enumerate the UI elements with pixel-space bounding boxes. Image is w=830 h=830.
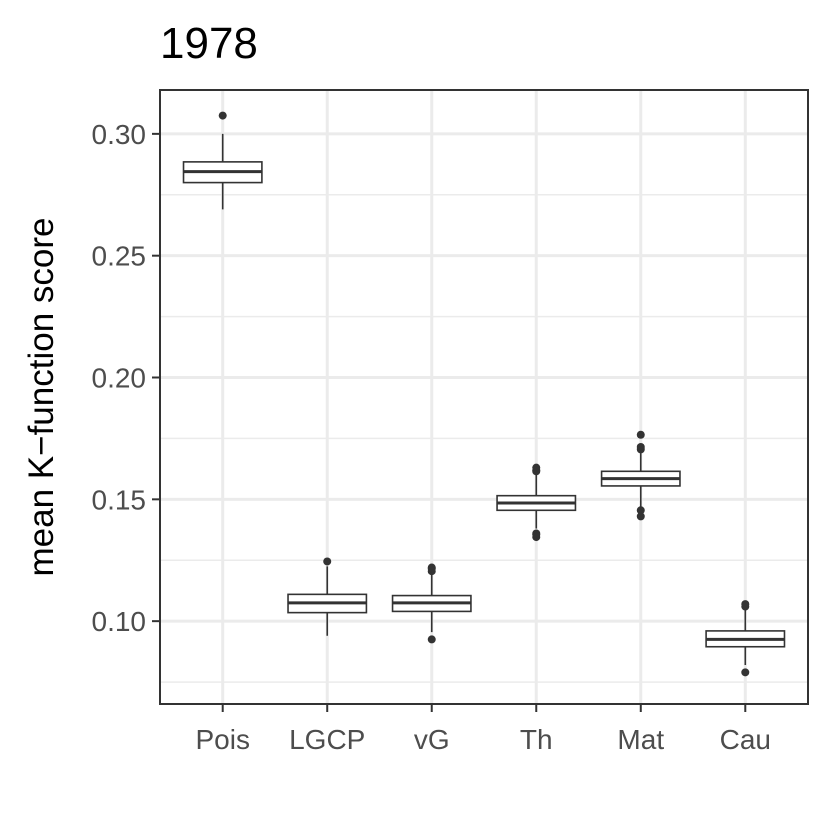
outlier-point	[741, 668, 750, 677]
outlier-point	[636, 430, 645, 439]
x-tick-label: Th	[520, 724, 553, 755]
outlier-point	[741, 600, 750, 609]
boxes	[182, 111, 786, 677]
box-vg	[391, 563, 472, 644]
outlier-point	[532, 463, 541, 472]
chart-title: 1978	[160, 19, 258, 68]
y-tick-label: 0.20	[92, 363, 147, 394]
y-axis-label: mean K−function score	[22, 218, 61, 577]
x-tick-label: Pois	[195, 724, 249, 755]
outlier-point	[532, 529, 541, 538]
outlier-point	[427, 635, 436, 644]
y-tick-label: 0.15	[92, 484, 147, 515]
y-tick-label: 0.30	[92, 119, 147, 150]
y-tick-label: 0.10	[92, 606, 147, 637]
outlier-point	[636, 506, 645, 515]
x-tick-label: vG	[414, 724, 450, 755]
box-th	[496, 463, 577, 542]
axes: 0.10 0.15 0.20 0.25 0.30 Pois LGCP vG Th Mat Cau	[92, 119, 771, 755]
x-tick-label: Mat	[617, 724, 664, 755]
x-tick-label: LGCP	[289, 724, 365, 755]
outlier-point	[218, 111, 227, 120]
outlier-point	[323, 557, 332, 566]
y-tick-label: 0.25	[92, 241, 147, 272]
outlier-point	[636, 512, 645, 521]
box-mat	[600, 430, 681, 521]
box-pois	[182, 111, 263, 210]
outlier-point	[636, 442, 645, 451]
panel-border	[159, 89, 809, 705]
x-tick-label: Cau	[720, 724, 771, 755]
box-lgcp	[287, 557, 368, 636]
box-cau	[705, 600, 786, 677]
outlier-point	[427, 563, 436, 572]
